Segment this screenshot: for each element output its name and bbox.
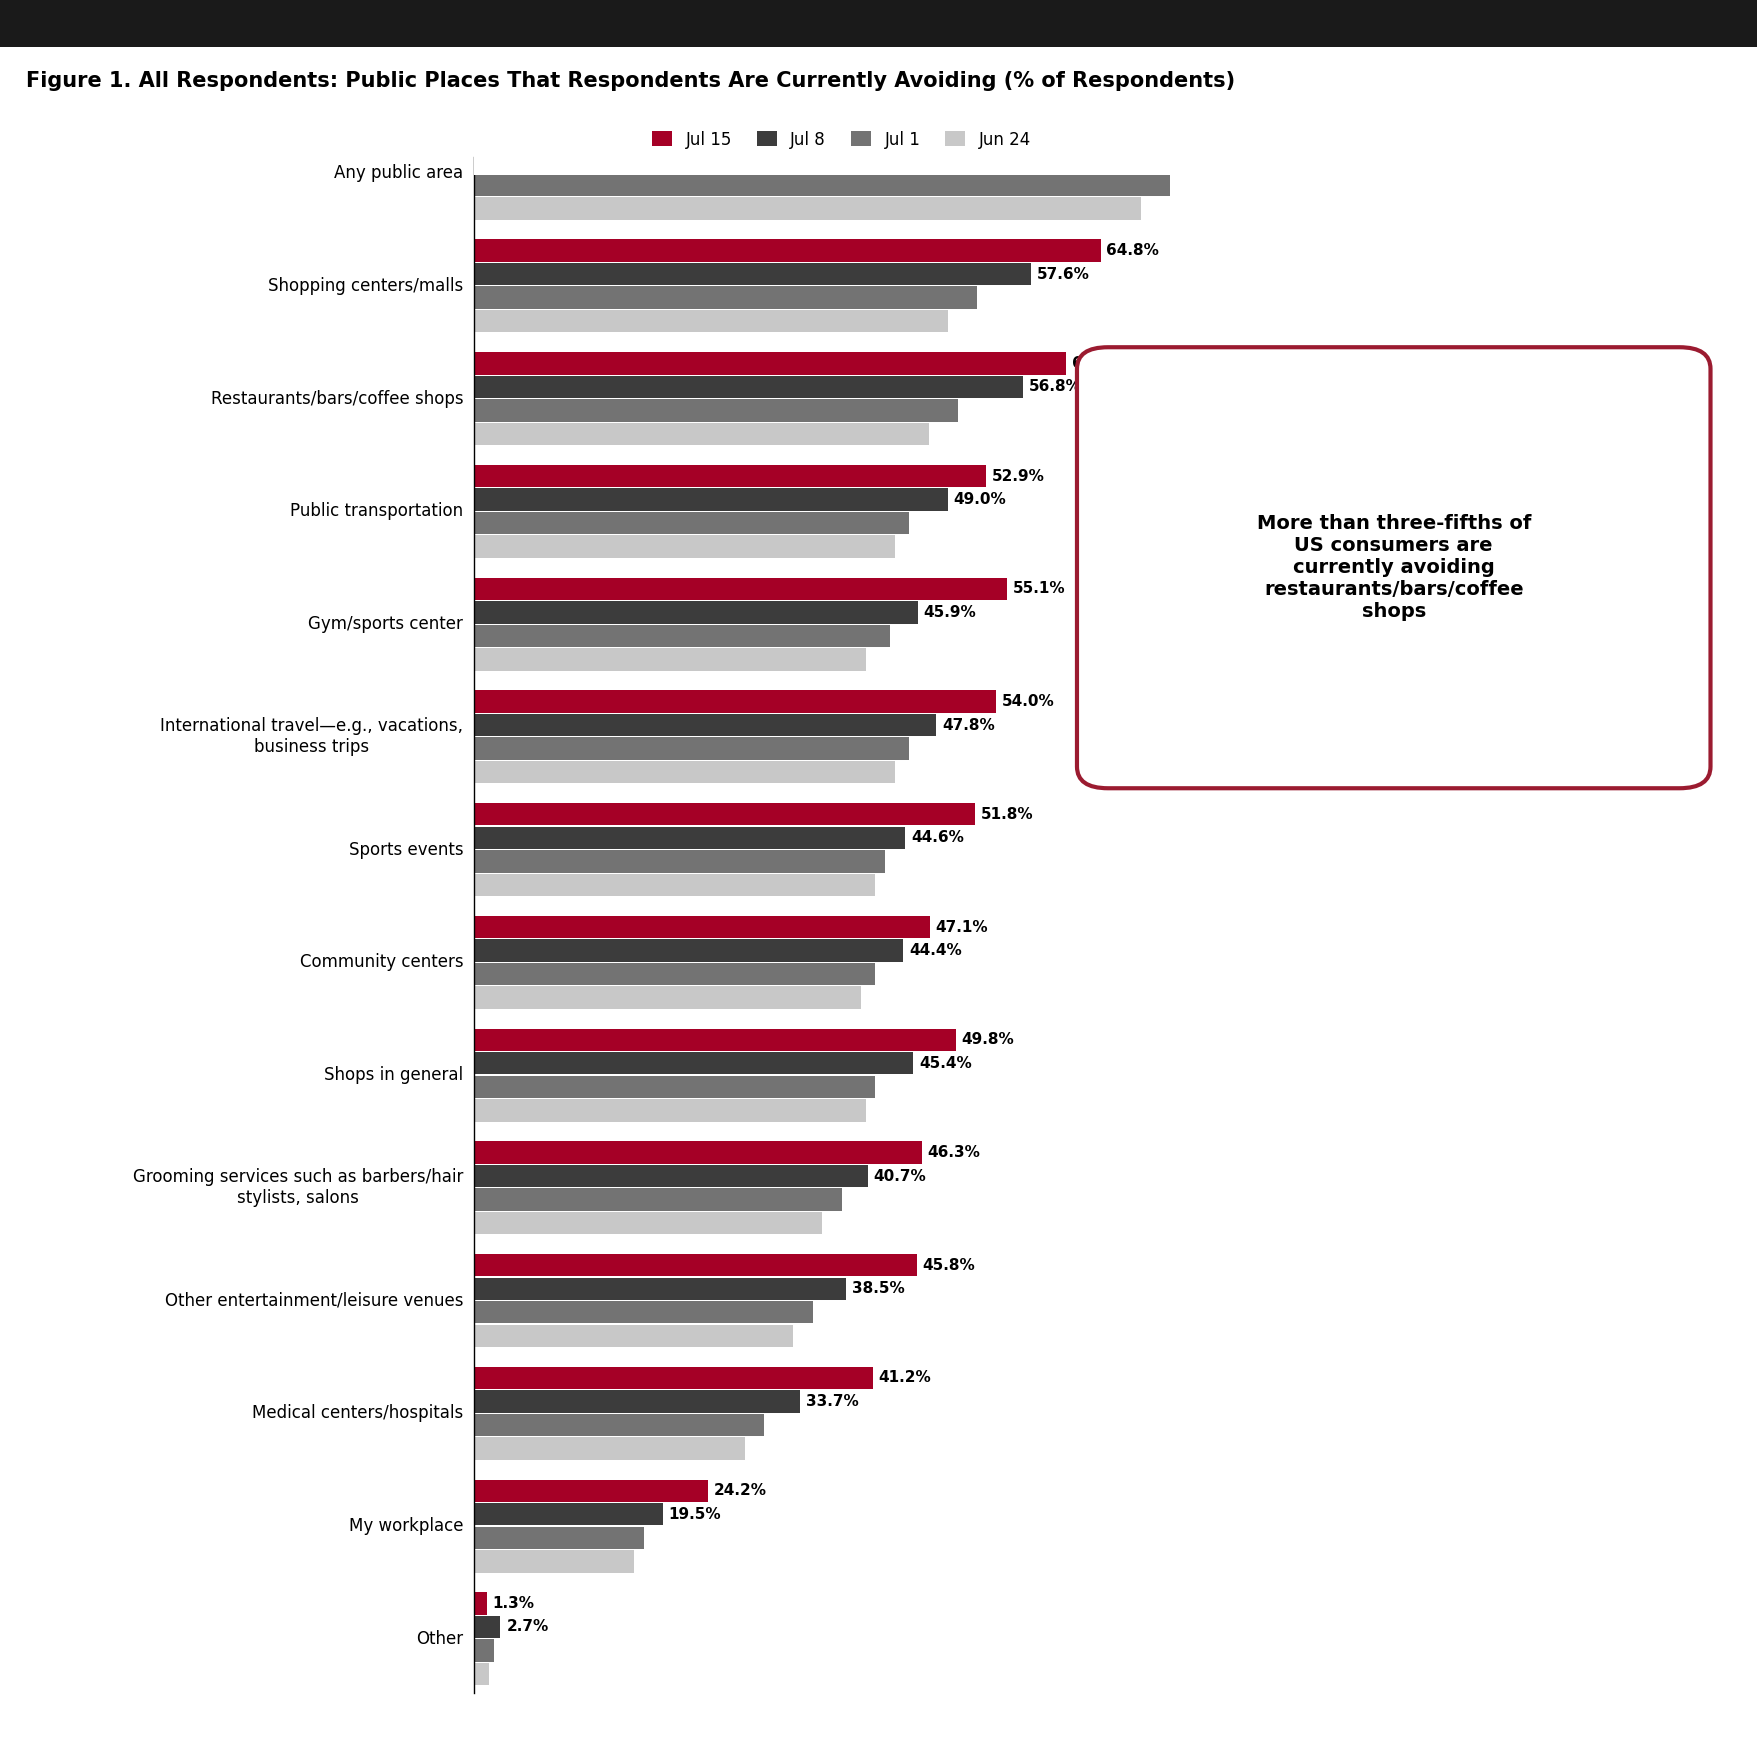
Bar — [474, 1213, 822, 1234]
Bar — [474, 1591, 487, 1614]
Bar — [474, 1366, 873, 1389]
Text: Figure 1. All Respondents: Public Places That Respondents Are Currently Avoiding: Figure 1. All Respondents: Public Places… — [26, 70, 1235, 91]
Bar — [474, 625, 889, 647]
Bar — [474, 1550, 634, 1572]
Bar — [474, 986, 861, 1009]
Text: 1.3%: 1.3% — [492, 1597, 534, 1611]
Bar — [474, 1141, 922, 1164]
Bar — [474, 263, 1031, 284]
Text: 57.6%: 57.6% — [1037, 267, 1089, 281]
Text: 49.8%: 49.8% — [961, 1033, 1014, 1047]
Bar — [474, 197, 1142, 220]
Bar — [474, 1502, 662, 1525]
Text: 54.0%: 54.0% — [1001, 695, 1054, 708]
Legend: Jul 15, Jul 8, Jul 1, Jun 24: Jul 15, Jul 8, Jul 1, Jun 24 — [645, 124, 1038, 155]
Bar — [474, 1028, 956, 1050]
Bar — [474, 602, 917, 623]
Bar — [474, 1527, 643, 1550]
Bar — [474, 1324, 794, 1347]
Text: 49.0%: 49.0% — [954, 492, 1007, 508]
Text: 19.5%: 19.5% — [669, 1506, 722, 1522]
Bar — [474, 578, 1007, 600]
Bar — [474, 1480, 708, 1502]
Bar — [474, 511, 910, 534]
Text: 45.4%: 45.4% — [919, 1056, 972, 1071]
Bar — [474, 1302, 812, 1323]
Bar — [474, 352, 1066, 375]
Text: 78.5%: 78.5% — [1239, 154, 1291, 169]
Bar — [474, 691, 996, 712]
Bar — [474, 1438, 745, 1461]
Bar — [474, 874, 875, 897]
Text: 40.7%: 40.7% — [873, 1169, 926, 1183]
Bar — [474, 714, 936, 736]
Text: More than three-fifths of
US consumers are
currently avoiding
restaurants/bars/c: More than three-fifths of US consumers a… — [1256, 515, 1530, 621]
Bar — [474, 489, 949, 511]
Text: 2.7%: 2.7% — [506, 1619, 548, 1635]
Bar — [474, 738, 910, 759]
Bar — [474, 464, 986, 487]
Bar — [474, 1099, 866, 1122]
Bar — [474, 536, 894, 558]
Text: 44.6%: 44.6% — [912, 831, 965, 845]
Bar — [474, 963, 875, 986]
Bar — [474, 1277, 847, 1300]
Bar — [474, 239, 1100, 262]
Text: 38.5%: 38.5% — [852, 1281, 905, 1297]
Bar — [474, 400, 958, 422]
Text: 52.9%: 52.9% — [991, 469, 1044, 483]
Bar — [474, 1413, 764, 1436]
Bar — [474, 827, 905, 850]
Text: 44.4%: 44.4% — [910, 942, 963, 958]
Bar — [474, 1075, 875, 1098]
Bar — [474, 1188, 842, 1211]
Bar — [474, 916, 929, 939]
Text: 55.1%: 55.1% — [1012, 581, 1065, 597]
Text: 61.2%: 61.2% — [1072, 356, 1124, 372]
Bar — [474, 1052, 914, 1075]
Text: 45.9%: 45.9% — [924, 606, 977, 619]
Bar — [474, 1255, 917, 1276]
Bar — [474, 1616, 501, 1639]
Bar — [474, 174, 1170, 195]
Bar — [474, 286, 977, 309]
Bar — [474, 150, 1233, 173]
Text: 56.8%: 56.8% — [1030, 379, 1082, 394]
Text: 47.8%: 47.8% — [942, 717, 994, 733]
Bar — [474, 1663, 488, 1686]
Bar — [474, 375, 1023, 398]
Text: 45.8%: 45.8% — [922, 1258, 975, 1272]
Text: 84.8%: 84.8% — [1300, 131, 1353, 145]
Bar — [474, 761, 894, 784]
Text: 41.2%: 41.2% — [878, 1370, 931, 1386]
Text: 64.8%: 64.8% — [1107, 243, 1160, 258]
Text: 33.7%: 33.7% — [806, 1394, 859, 1408]
Bar — [474, 1166, 868, 1187]
Text: 24.2%: 24.2% — [713, 1483, 768, 1499]
Bar — [474, 1639, 494, 1661]
Bar — [474, 647, 866, 670]
Bar — [474, 127, 1293, 148]
Text: 46.3%: 46.3% — [928, 1145, 980, 1160]
Bar — [474, 803, 975, 825]
Bar — [474, 1391, 799, 1413]
FancyBboxPatch shape — [1077, 347, 1711, 789]
Text: 47.1%: 47.1% — [935, 920, 987, 935]
Bar — [474, 939, 903, 961]
Text: 51.8%: 51.8% — [980, 806, 1033, 822]
Bar — [474, 422, 928, 445]
Bar — [474, 850, 886, 872]
Bar — [474, 311, 949, 332]
